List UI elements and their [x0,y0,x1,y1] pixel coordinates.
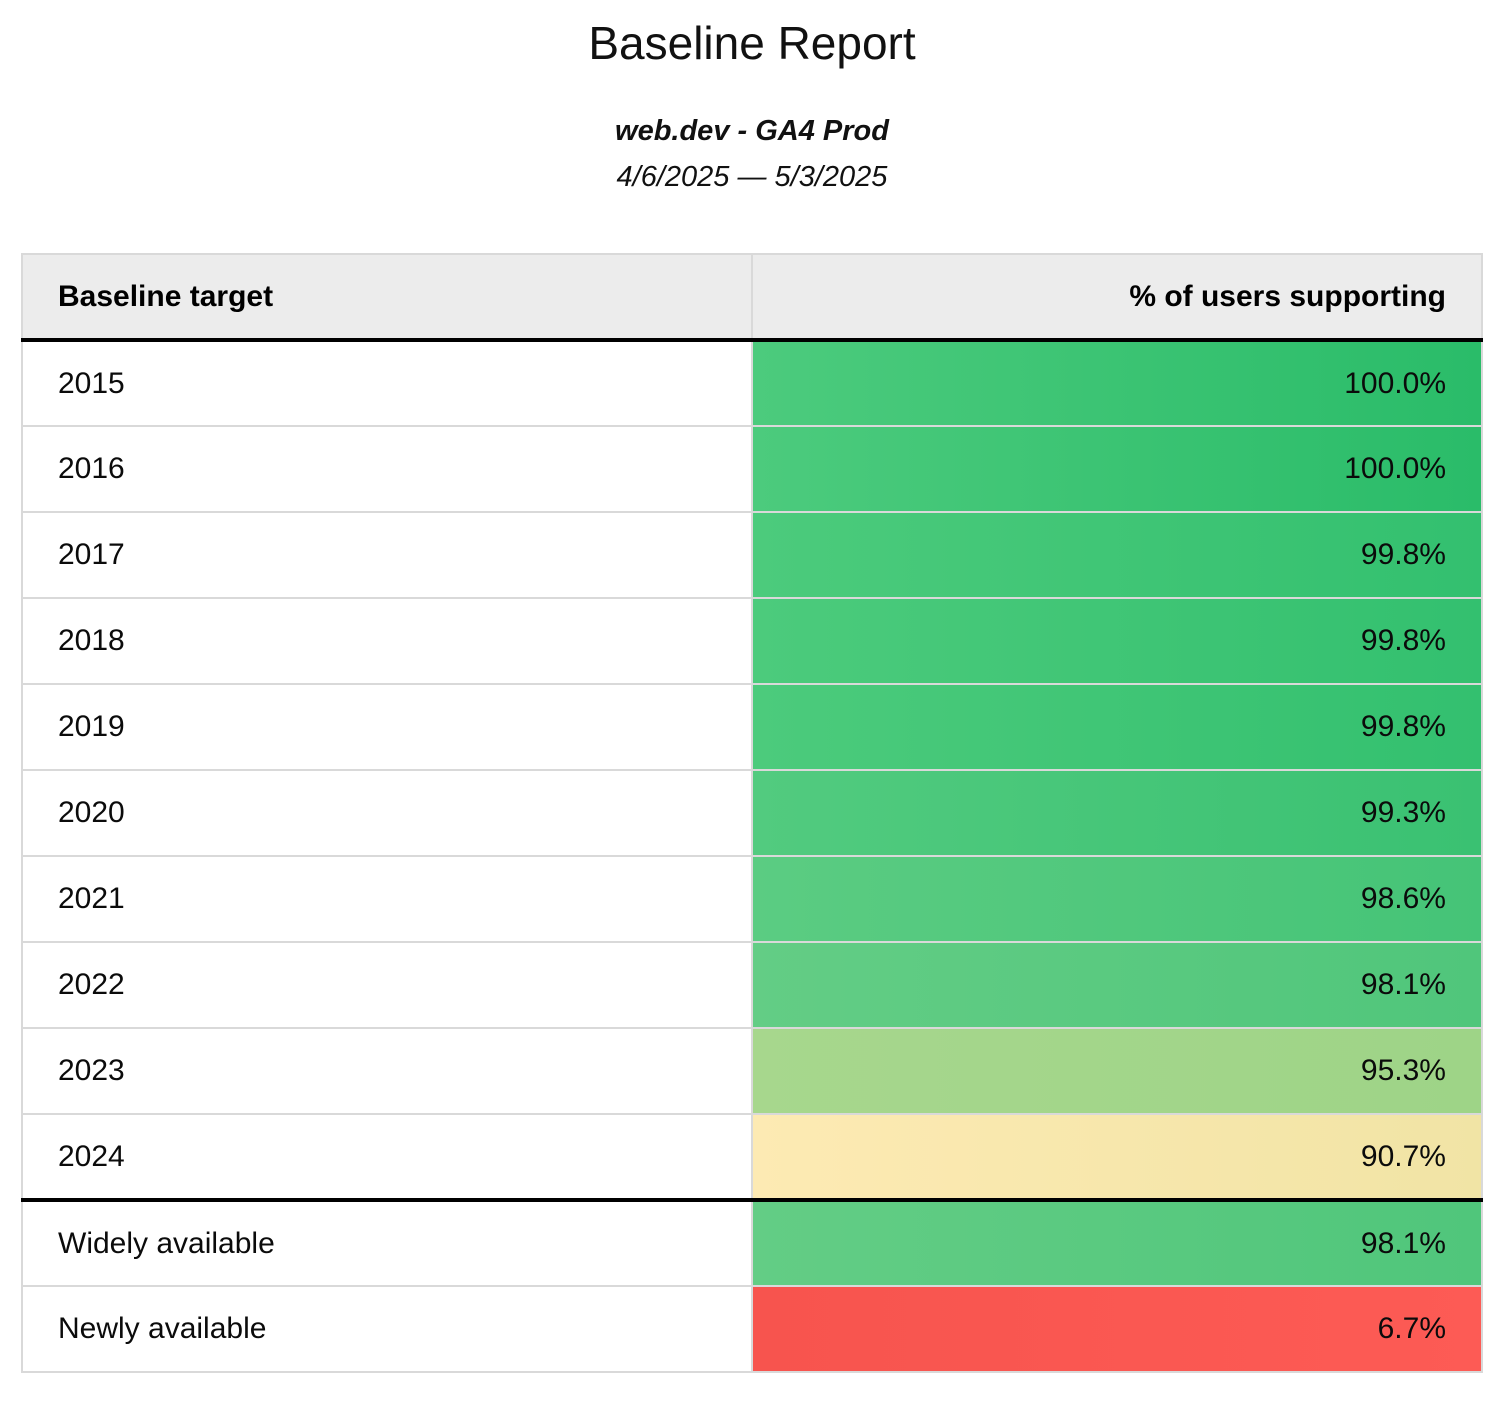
value-cell: 90.7% [751,1113,1483,1203]
value-cell: 99.8% [751,511,1483,600]
page-title: Baseline Report [588,17,916,69]
table-row: 2015 100.0% [21,339,1483,428]
target-cell: 2021 [21,855,753,944]
table-row: 2018 99.8% [21,597,1483,686]
target-cell: 2018 [21,597,753,686]
table-row: 2020 99.3% [21,769,1483,858]
target-cell: Widely available [21,1199,753,1288]
target-cell: 2016 [21,425,753,514]
target-cell: 2023 [21,1027,753,1116]
target-cell: 2015 [21,339,753,428]
value-cell: 100.0% [751,339,1483,428]
target-cell: 2020 [21,769,753,858]
value-cell: 98.1% [751,1199,1483,1288]
value-cell: 99.8% [751,683,1483,772]
value-cell: 99.8% [751,597,1483,686]
table-row: 2021 98.6% [21,855,1483,944]
value-cell: 6.7% [751,1285,1483,1374]
baseline-table-header: Baseline target % of users supporting [21,253,1483,343]
target-cell: 2022 [21,941,753,1030]
baseline-table-body: 2015 100.0% 2016 100.0% 2017 99.8% 2018 … [21,339,1483,1374]
value-cell: 99.3% [751,769,1483,858]
column-header-baseline-target: Baseline target [21,253,753,343]
target-cell: 2017 [21,511,753,600]
report-date-range: 4/6/2025 — 5/3/2025 [616,161,888,194]
baseline-table: Baseline target % of users supporting 20… [21,253,1483,1374]
value-cell: 95.3% [751,1027,1483,1116]
table-row: 2024 90.7% [21,1113,1483,1203]
target-cell: 2024 [21,1113,753,1203]
table-row: 2017 99.8% [21,511,1483,600]
table-row: Widely available 98.1% [21,1199,1483,1288]
value-cell: 98.6% [751,855,1483,944]
header-row: Baseline target % of users supporting [21,253,1483,343]
table-row: 2022 98.1% [21,941,1483,1030]
value-cell: 100.0% [751,425,1483,514]
table-row: 2016 100.0% [21,425,1483,514]
target-cell: Newly available [21,1285,753,1374]
table-row: 2019 99.8% [21,683,1483,772]
table-row: Newly available 6.7% [21,1285,1483,1374]
value-cell: 98.1% [751,941,1483,1030]
column-header-percent-supporting: % of users supporting [751,253,1483,343]
table-row: 2023 95.3% [21,1027,1483,1116]
target-cell: 2019 [21,683,753,772]
report-subtitle: web.dev - GA4 Prod [615,115,889,148]
